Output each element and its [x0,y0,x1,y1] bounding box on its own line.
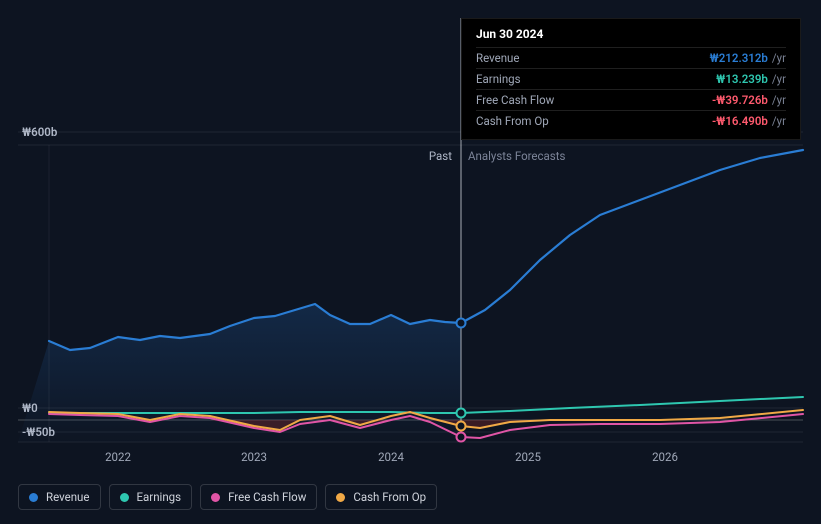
legend-item-cash-from-op[interactable]: Cash From Op [325,484,437,510]
y-tick-0: ₩0 [22,401,38,415]
tooltip-metric-label: Free Cash Flow [476,93,712,107]
x-tick: 2025 [515,450,541,464]
chart-legend: Revenue Earnings Free Cash Flow Cash From O… [18,484,437,510]
x-tick: 2026 [652,450,678,464]
legend-label: Cash From Op [353,490,426,504]
past-label: Past [429,149,452,163]
legend-label: Free Cash Flow [228,490,306,504]
x-tick: 2023 [241,450,267,464]
tooltip-date: Jun 30 2024 [476,27,786,47]
tooltip-metric-label: Cash From Op [476,114,712,128]
y-tick-600b: ₩600b [22,125,57,139]
tooltip-metric-unit: /yr [772,114,786,128]
tooltip-metric-label: Revenue [476,51,710,65]
legend-label: Revenue [46,490,90,504]
tooltip-metric-unit: /yr [772,72,786,86]
x-tick: 2022 [105,450,131,464]
legend-swatch-icon [211,493,220,502]
tooltip-metric-unit: /yr [772,93,786,107]
x-tick: 2024 [378,450,404,464]
tooltip-metric-value: -₩16.490b [712,114,768,128]
tooltip-metric-unit: /yr [772,51,786,65]
legend-swatch-icon [120,493,129,502]
forecast-label: Analysts Forecasts [468,149,565,163]
legend-item-free-cash-flow[interactable]: Free Cash Flow [200,484,317,510]
legend-swatch-icon [29,493,38,502]
financials-chart: ₩600b ₩0 -₩50b 2022 2023 2024 2025 2026 Past… [0,0,821,524]
legend-label: Earnings [137,490,182,504]
tooltip-row: Free Cash Flow-₩39.726b/yr [476,89,786,110]
tooltip-metric-value: ₩13.239b [716,72,768,86]
chart-tooltip: Jun 30 2024 Revenue₩212.312b/yrEarnings₩… [461,18,801,140]
y-tick-neg50b: -₩50b [22,425,55,439]
tooltip-metric-value: ₩212.312b [710,51,768,65]
tooltip-metric-value: -₩39.726b [712,93,768,107]
tooltip-row: Cash From Op-₩16.490b/yr [476,110,786,131]
legend-swatch-icon [336,493,345,502]
tooltip-metric-label: Earnings [476,72,716,86]
legend-item-revenue[interactable]: Revenue [18,484,101,510]
legend-item-earnings[interactable]: Earnings [109,484,193,510]
tooltip-row: Earnings₩13.239b/yr [476,68,786,89]
tooltip-row: Revenue₩212.312b/yr [476,47,786,68]
